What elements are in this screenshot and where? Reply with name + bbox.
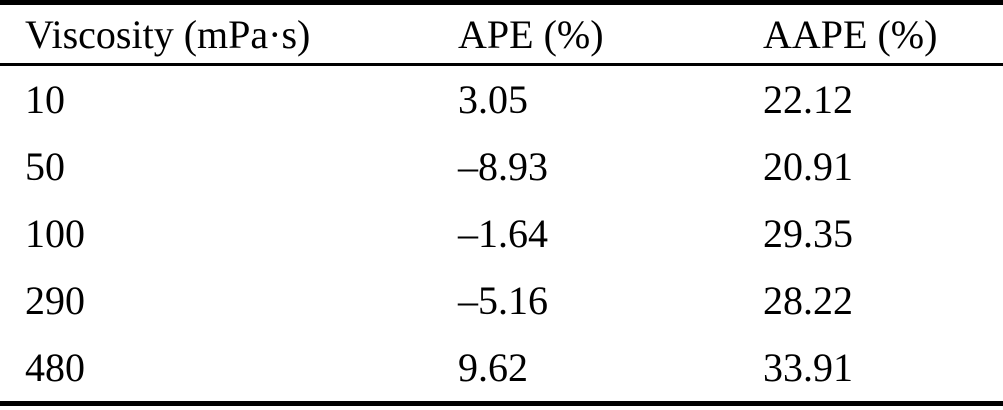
- cell-aape: 33.91: [763, 345, 853, 390]
- table-row: 290 –5.16 28.22: [0, 267, 1003, 334]
- cell-viscosity: 480: [25, 345, 85, 390]
- cell-aape: 22.12: [763, 77, 853, 122]
- table-row: 480 9.62 33.91: [0, 334, 1003, 404]
- column-header-ape: APE (%): [458, 2, 763, 66]
- cell-aape: 20.91: [763, 144, 853, 189]
- cell-viscosity: 100: [25, 211, 85, 256]
- table-header-row: Viscosity (mPa·s) APE (%) AAPE (%): [0, 2, 1003, 66]
- cell-ape: 3.05: [458, 77, 528, 122]
- cell-viscosity: 290: [25, 278, 85, 323]
- cell-aape: 29.35: [763, 211, 853, 256]
- cell-ape: 9.62: [458, 345, 528, 390]
- cell-ape: –8.93: [458, 144, 548, 189]
- column-header-viscosity: Viscosity (mPa·s): [0, 2, 458, 66]
- cell-ape: –5.16: [458, 278, 548, 323]
- table-row: 100 –1.64 29.35: [0, 200, 1003, 267]
- cell-viscosity: 50: [25, 144, 65, 189]
- cell-viscosity: 10: [25, 77, 65, 122]
- table-row: 50 –8.93 20.91: [0, 133, 1003, 200]
- column-header-aape: AAPE (%): [763, 2, 1003, 66]
- table-row: 10 3.05 22.12: [0, 65, 1003, 134]
- cell-ape: –1.64: [458, 211, 548, 256]
- cell-aape: 28.22: [763, 278, 853, 323]
